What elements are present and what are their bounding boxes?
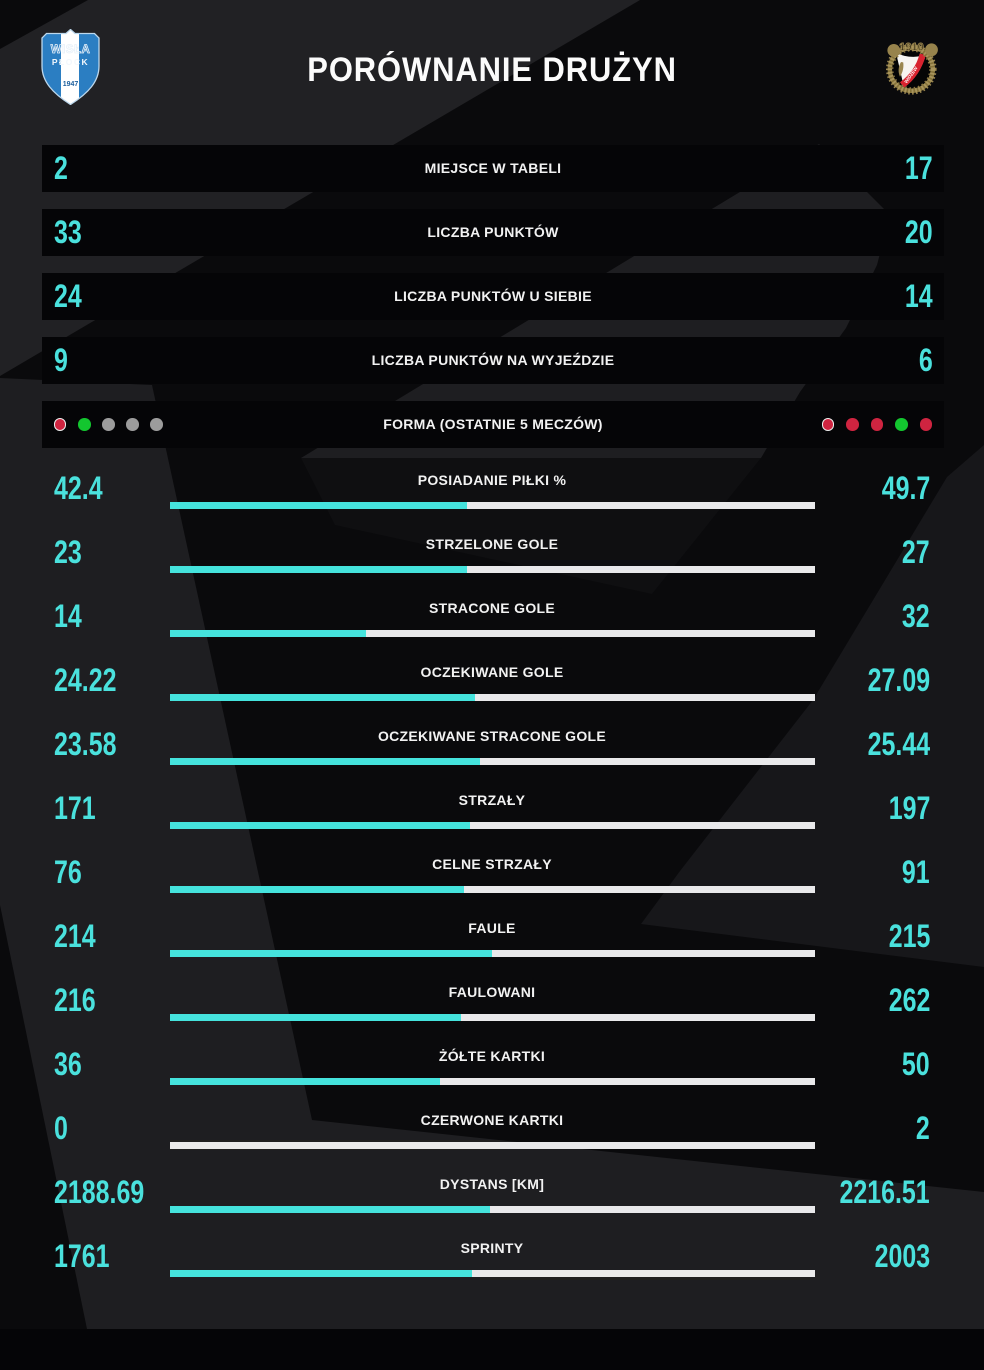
svg-text:1910: 1910 <box>899 42 923 54</box>
svg-text:PŁOCK: PŁOCK <box>52 57 89 67</box>
svg-text:1947: 1947 <box>63 81 79 88</box>
svg-text:WISŁA: WISŁA <box>51 44 91 56</box>
